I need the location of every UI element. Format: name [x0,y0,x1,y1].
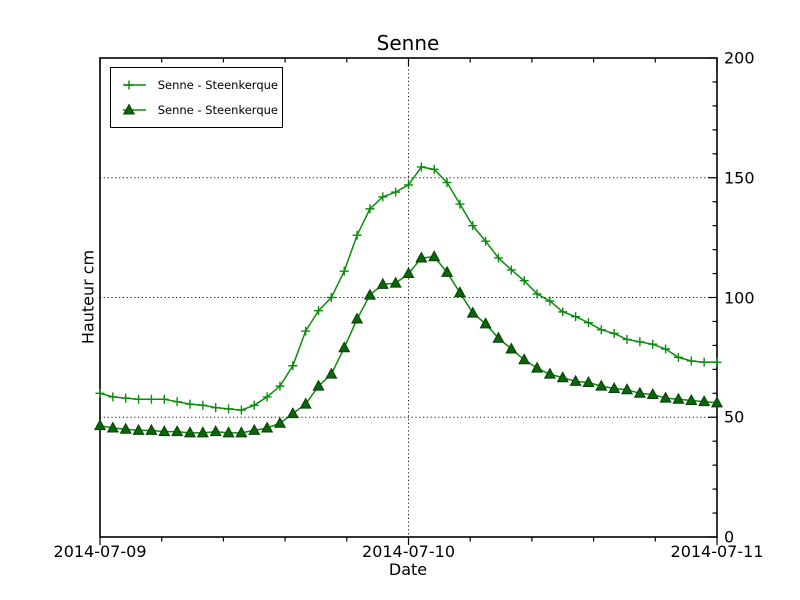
x-tick-label-0: 2014-07-09 [53,542,147,561]
y-tick-label-2: 100 [724,288,755,307]
x-axis-label: Date [388,560,428,579]
legend-label-line2: Senne - Steenkerque [157,103,278,118]
legend-entry-line1: Senne - Steenkerque [121,78,278,92]
legend-label-line1: Senne - Steenkerque [157,77,278,92]
y-axis-label: Hauteur cm [78,249,98,345]
y-tick-label-1: 50 [724,407,745,427]
legend-triangle-marker-icon [122,103,146,115]
chart-title: Senne [376,31,440,55]
y-tick-label-0: 0 [724,527,735,547]
y-tick-label-3: 150 [724,168,755,188]
legend: Senne - Steenkerque Senne - Steenkerque [110,67,283,128]
x-tick-label-2: 2014-07-11 [670,542,764,561]
legend-plus-marker-icon [123,80,146,90]
legend-entry-line2: Senne - Steenkerque [121,103,278,117]
y-tick-label-4: 200 [724,48,755,68]
x-tick-label-1: 2014-07-10 [362,542,455,561]
